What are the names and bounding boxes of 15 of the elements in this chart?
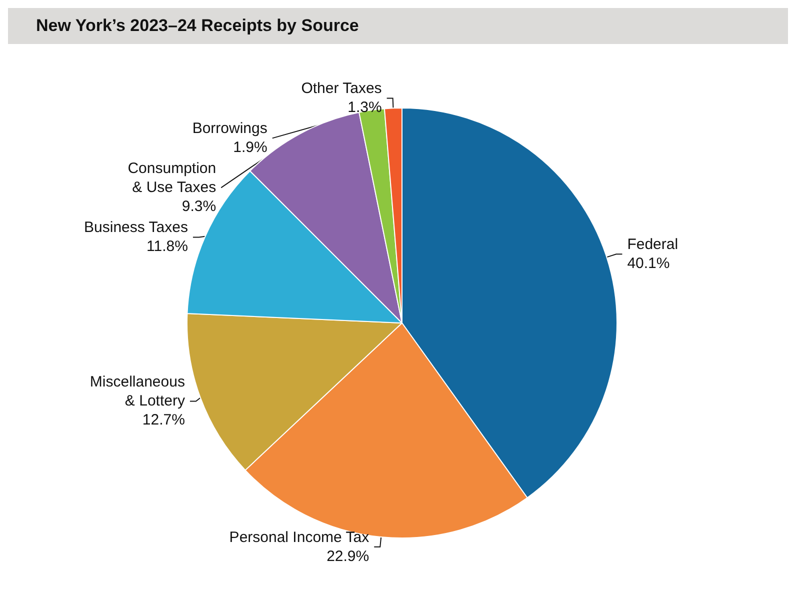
data-label: 22.9%	[326, 548, 370, 565]
data-label: 12.7%	[142, 412, 185, 429]
slice-label: Borrowings	[192, 120, 268, 138]
slice-label: Federal	[627, 236, 678, 254]
data-label: 1.3%	[348, 99, 382, 116]
slice-label: Business Taxes	[84, 219, 188, 236]
slice-label: Other Taxes	[301, 80, 382, 98]
data-label: 40.1%	[627, 255, 670, 272]
chart-title: New York’s 2023–24 Receipts by Source	[8, 8, 788, 44]
data-label: 1.9%	[233, 139, 268, 156]
data-label: 9.3%	[182, 198, 216, 216]
slice-label: Consumption & Use Taxes	[128, 160, 216, 196]
data-label: 11.8%	[146, 238, 188, 256]
slice-label: Personal Income Tax	[229, 528, 370, 546]
slice-label: Miscellaneous & Lottery	[90, 374, 186, 410]
